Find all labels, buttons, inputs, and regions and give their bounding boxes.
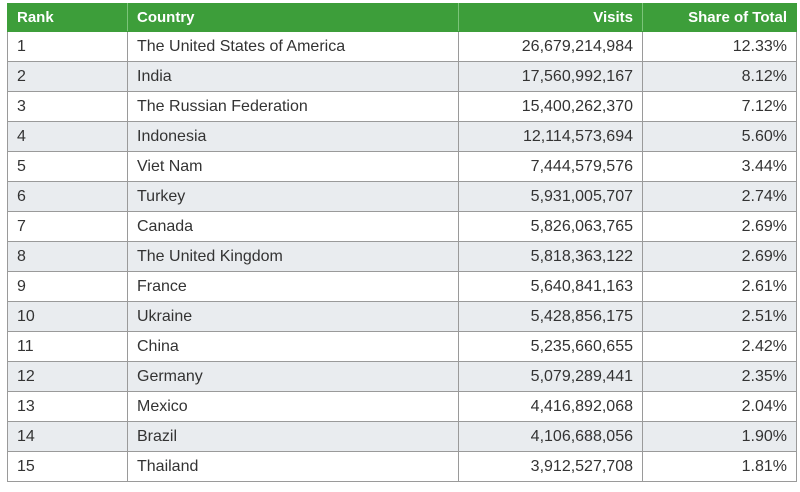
visits-column-header[interactable]: Visits (458, 3, 643, 32)
visits-cell: 5,235,660,655 (458, 331, 643, 362)
table-row: 12 Germany 5,079,289,441 2.35% (7, 361, 797, 392)
table-row: 13 Mexico 4,416,892,068 2.04% (7, 391, 797, 422)
visits-cell: 17,560,992,167 (458, 61, 643, 92)
visits-cell: 5,818,363,122 (458, 241, 643, 272)
rank-cell: 3 (7, 91, 128, 122)
table-row: 14 Brazil 4,106,688,056 1.90% (7, 421, 797, 452)
rank-cell: 5 (7, 151, 128, 182)
table-row: 4 Indonesia 12,114,573,694 5.60% (7, 121, 797, 152)
visits-cell: 15,400,262,370 (458, 91, 643, 122)
table-row: 6 Turkey 5,931,005,707 2.74% (7, 181, 797, 212)
rank-cell: 9 (7, 271, 128, 302)
country-cell: Mexico (127, 391, 459, 422)
share-cell: 1.81% (642, 451, 797, 482)
rank-column-header[interactable]: Rank (7, 3, 128, 32)
rank-cell: 8 (7, 241, 128, 272)
share-cell: 3.44% (642, 151, 797, 182)
country-cell: France (127, 271, 459, 302)
share-cell: 2.04% (642, 391, 797, 422)
share-cell: 12.33% (642, 31, 797, 62)
rank-cell: 1 (7, 31, 128, 62)
country-cell: Canada (127, 211, 459, 242)
share-cell: 1.90% (642, 421, 797, 452)
rank-cell: 14 (7, 421, 128, 452)
country-cell: Thailand (127, 451, 459, 482)
share-cell: 2.61% (642, 271, 797, 302)
country-cell: The United Kingdom (127, 241, 459, 272)
visits-cell: 26,679,214,984 (458, 31, 643, 62)
visits-cell: 5,826,063,765 (458, 211, 643, 242)
country-cell: India (127, 61, 459, 92)
country-cell: Brazil (127, 421, 459, 452)
table-row: 1 The United States of America 26,679,214,… (7, 31, 797, 62)
country-cell: Indonesia (127, 121, 459, 152)
country-cell: The United States of America (127, 31, 459, 62)
country-column-header[interactable]: Country (127, 3, 459, 32)
share-cell: 2.42% (642, 331, 797, 362)
table-header: Rank Country Visits Share of Total (7, 3, 797, 32)
table-row: 9 France 5,640,841,163 2.61% (7, 271, 797, 302)
visits-by-country-table: Rank Country Visits Share of Total 1 The … (7, 3, 797, 482)
table-row: 8 The United Kingdom 5,818,363,122 2.69% (7, 241, 797, 272)
table-row: 3 The Russian Federation 15,400,262,370 7.1… (7, 91, 797, 122)
visits-cell: 4,106,688,056 (458, 421, 643, 452)
rank-cell: 7 (7, 211, 128, 242)
table-row: 15 Thailand 3,912,527,708 1.81% (7, 451, 797, 482)
visits-table-container: Rank Country Visits Share of Total 1 The … (7, 3, 797, 482)
rank-cell: 15 (7, 451, 128, 482)
visits-cell: 5,640,841,163 (458, 271, 643, 302)
country-cell: Ukraine (127, 301, 459, 332)
table-body: 1 The United States of America 26,679,214,… (7, 31, 797, 482)
visits-cell: 3,912,527,708 (458, 451, 643, 482)
share-cell: 2.69% (642, 241, 797, 272)
rank-cell: 10 (7, 301, 128, 332)
share-cell: 8.12% (642, 61, 797, 92)
table-row: 11 China 5,235,660,655 2.42% (7, 331, 797, 362)
visits-cell: 7,444,579,576 (458, 151, 643, 182)
rank-cell: 12 (7, 361, 128, 392)
rank-cell: 6 (7, 181, 128, 212)
country-cell: Viet Nam (127, 151, 459, 182)
table-row: 7 Canada 5,826,063,765 2.69% (7, 211, 797, 242)
visits-cell: 12,114,573,694 (458, 121, 643, 152)
share-column-header[interactable]: Share of Total (642, 3, 797, 32)
rank-cell: 13 (7, 391, 128, 422)
header-row: Rank Country Visits Share of Total (7, 3, 797, 32)
visits-cell: 5,931,005,707 (458, 181, 643, 212)
table-row: 2 India 17,560,992,167 8.12% (7, 61, 797, 92)
table-row: 5 Viet Nam 7,444,579,576 3.44% (7, 151, 797, 182)
country-cell: Turkey (127, 181, 459, 212)
share-cell: 2.74% (642, 181, 797, 212)
rank-cell: 2 (7, 61, 128, 92)
table-row: 10 Ukraine 5,428,856,175 2.51% (7, 301, 797, 332)
rank-cell: 4 (7, 121, 128, 152)
share-cell: 5.60% (642, 121, 797, 152)
visits-cell: 5,079,289,441 (458, 361, 643, 392)
country-cell: China (127, 331, 459, 362)
visits-cell: 4,416,892,068 (458, 391, 643, 422)
share-cell: 2.35% (642, 361, 797, 392)
share-cell: 2.51% (642, 301, 797, 332)
rank-cell: 11 (7, 331, 128, 362)
visits-cell: 5,428,856,175 (458, 301, 643, 332)
share-cell: 2.69% (642, 211, 797, 242)
country-cell: The Russian Federation (127, 91, 459, 122)
country-cell: Germany (127, 361, 459, 392)
share-cell: 7.12% (642, 91, 797, 122)
